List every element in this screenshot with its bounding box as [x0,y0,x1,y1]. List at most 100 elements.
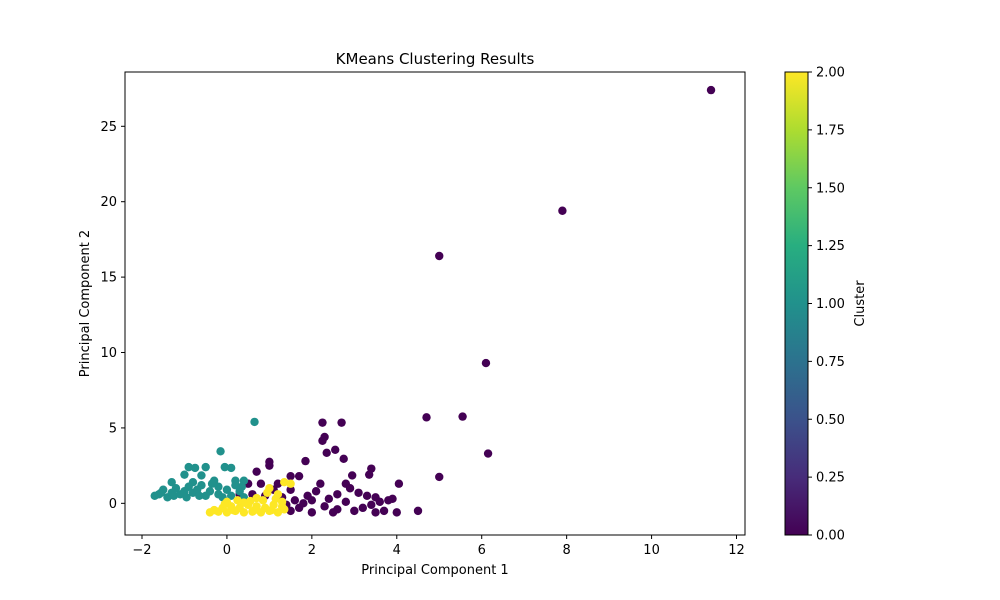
cluster-1-point [197,471,206,480]
cluster-0-point [345,484,355,493]
cluster-0-point [301,456,310,466]
cluster-2-point [267,505,276,515]
cluster-2-point [229,505,238,515]
cluster-0-point [294,471,304,481]
cluster-0-point [286,471,295,481]
cluster-0-point [320,502,329,511]
cluster-0-point [273,479,283,488]
cluster-1-point [184,462,193,472]
cluster-0-point [299,499,308,508]
cluster-0-point [318,418,327,427]
cluster-2-point [220,499,229,509]
cluster-0-point [286,485,295,494]
cluster-2-point [233,496,242,505]
cluster-0-point [286,506,295,516]
cluster-0-point [422,413,431,422]
colorbar-tick-label: 0.25 [816,471,845,486]
cluster-0-point [322,448,331,458]
cluster-0-point [458,412,467,421]
colorbar-tick-label: 1.00 [816,297,845,312]
cluster-0-point [558,206,567,215]
cluster-1-point [205,487,215,496]
cluster-1-point [169,491,179,500]
cluster-2-point [258,496,268,505]
cluster-1-point [216,447,225,456]
cluster-0-point [256,479,266,488]
cluster-0-point [252,467,261,476]
cluster-0-point [367,500,376,510]
y-axis-label: Principal Component 2 [78,230,93,377]
cluster-1-point [180,470,189,479]
x-tick-label: 4 [393,543,401,558]
cluster-2-point [246,496,255,506]
colorbar-tick-label: 0.50 [816,413,845,428]
cluster-0-point [337,418,346,427]
y-tick-label: 0 [109,497,117,512]
cluster-2-point [277,497,287,507]
cluster-0-point [358,503,368,513]
y-tick-label: 10 [100,346,117,361]
x-tick-label: 2 [308,543,316,558]
x-tick-label: −2 [132,543,151,558]
cluster-0-point [311,487,321,496]
cluster-0-point [333,490,342,499]
y-tick-label: 20 [100,195,117,210]
cluster-1-point [220,462,229,472]
cluster-0-point [339,454,348,464]
cluster-1-point [222,485,232,494]
cluster-0-point [388,494,397,503]
cluster-0-point [324,494,334,503]
y-tick-label: 5 [109,421,117,436]
cluster-0-point [318,436,327,445]
cluster-1-point [182,493,191,502]
cluster-0-point [394,479,404,488]
y-tick-label: 25 [100,120,117,135]
chart-title: KMeans Clustering Results [336,50,535,68]
cluster-0-point [354,488,363,497]
cluster-0-point [379,506,389,516]
cluster-2-point [273,490,283,499]
cluster-2-point [250,505,259,515]
y-tick-label: 15 [100,271,117,286]
cluster-0-point [316,479,325,488]
x-axis: −2 0 2 4 6 8 10 12 [132,535,745,558]
cluster-1-point [237,482,246,491]
cluster-0-point [364,470,374,479]
cluster-1-point [201,462,210,472]
cluster-0-point [290,496,300,505]
cluster-0-point [371,508,380,517]
cluster-0-point [341,497,351,507]
cluster-1-point [214,482,223,491]
cluster-0-point [307,508,317,517]
x-tick-label: 10 [643,543,660,558]
cluster-1-point [195,491,204,500]
cluster-2-point [286,479,295,488]
cluster-2-point [263,488,272,497]
cluster-0-point [435,472,444,482]
cluster-0-point [265,461,274,470]
cluster-2-point [260,503,270,513]
cluster-2-point [280,478,289,487]
cluster-0-point [347,471,357,480]
y-axis: 0 5 10 15 20 25 [100,120,125,512]
cluster-0-point [483,449,493,458]
cluster-1-point [231,481,240,490]
cluster-1-point [226,491,236,500]
cluster-1-point [167,478,176,487]
cluster-0-point [350,506,359,516]
cluster-0-point [706,85,716,95]
cluster-1-point [190,463,200,473]
cluster-2-point [273,508,283,517]
points-layer [150,85,716,517]
x-tick-label: 12 [728,543,745,558]
x-tick-label: 6 [478,543,486,558]
cluster-1-point [250,417,259,427]
cluster-0-point [307,496,317,505]
colorbar-tick-label: 1.75 [816,123,845,138]
cluster-0-point [328,508,338,517]
plot-frame [124,71,746,536]
x-axis-label: Principal Component 1 [361,563,508,578]
cluster-2-point [209,505,219,515]
cluster-0-point [375,497,384,507]
